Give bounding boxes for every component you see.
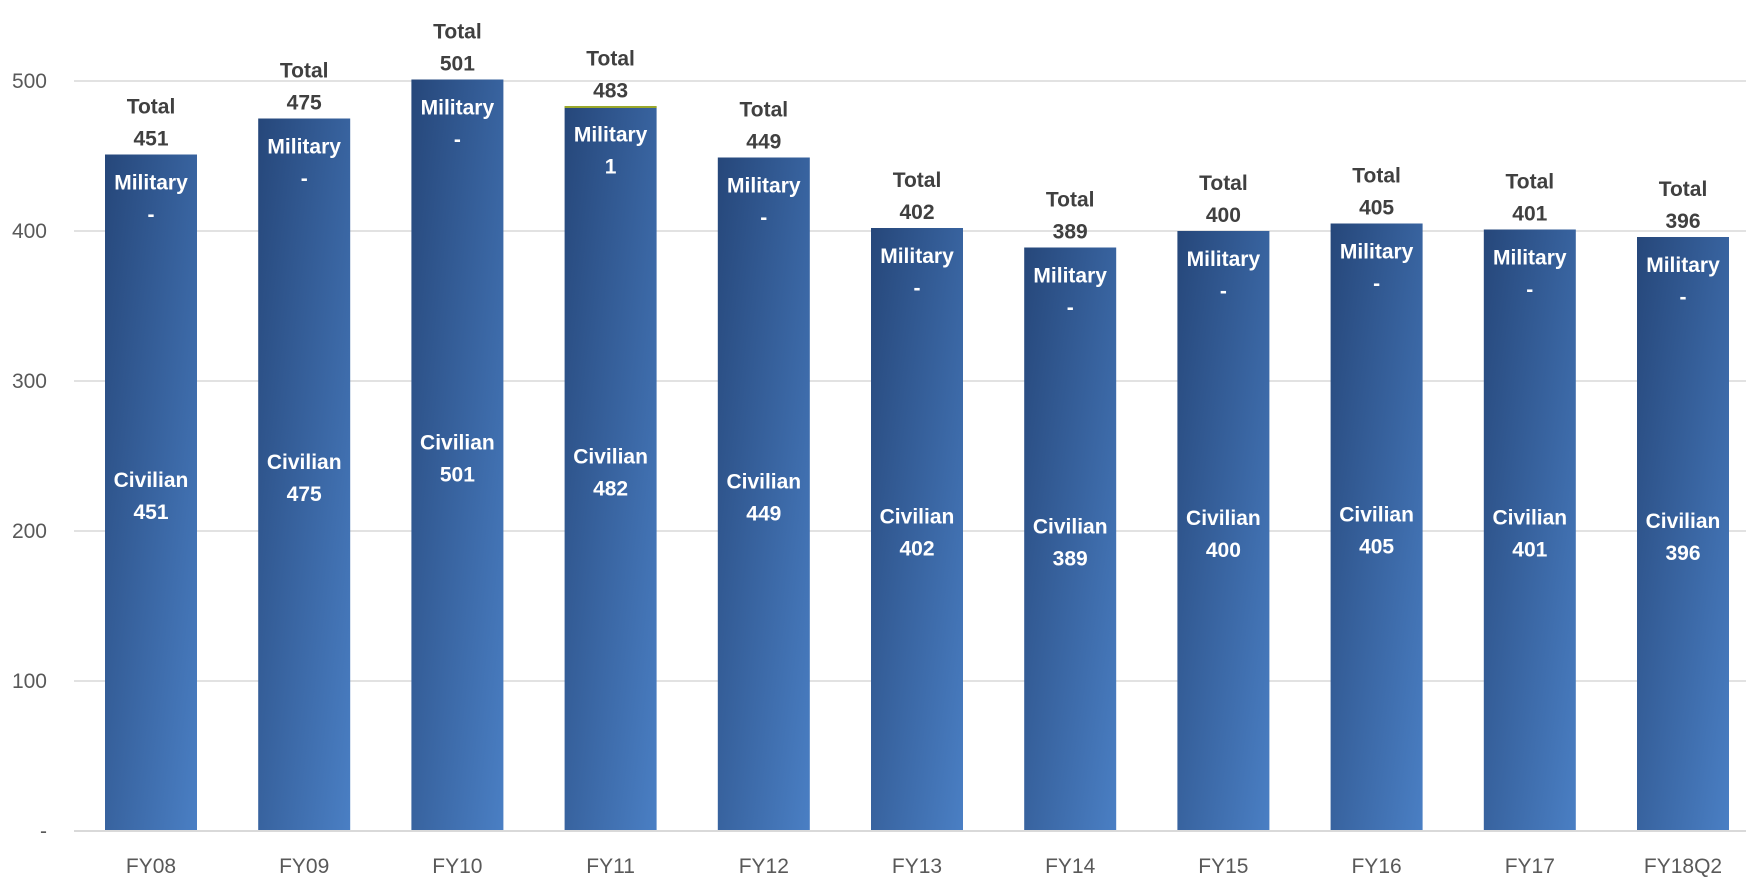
- civilian-label-value: 451: [133, 501, 168, 524]
- total-label-value: 483: [593, 80, 628, 103]
- military-label-name: Military: [1493, 247, 1567, 270]
- bar-civilian: [1177, 231, 1270, 831]
- military-label-name: Military: [1187, 248, 1261, 271]
- bar-civilian: [1330, 223, 1423, 831]
- y-tick-label: 100: [12, 670, 47, 693]
- bar-civilian: [258, 118, 351, 831]
- military-label-value: -: [760, 207, 767, 230]
- bar-civilian: [105, 154, 197, 831]
- civilian-label-value: 389: [1053, 547, 1088, 570]
- y-tick-label: 400: [12, 220, 47, 243]
- military-label-name: Military: [727, 175, 801, 198]
- bars: [105, 79, 1729, 831]
- y-tick-label: -: [40, 820, 47, 843]
- civilian-label-name: Civilian: [420, 431, 495, 454]
- civilian-label-name: Civilian: [880, 506, 955, 529]
- x-category-label: FY17: [1505, 855, 1555, 877]
- x-category-label: FY10: [432, 855, 482, 877]
- military-label-name: Military: [880, 245, 954, 268]
- military-label-name: Military: [114, 172, 188, 195]
- axes: - 100 200 300 400 500 FY08 FY09 FY10 FY11 FY12 FY13…: [12, 70, 1746, 877]
- civilian-label-name: Civilian: [1033, 515, 1108, 538]
- total-label-title: Total: [127, 96, 176, 119]
- military-label-value: -: [1526, 279, 1533, 302]
- military-label-value: -: [1067, 297, 1074, 320]
- total-label-value: 396: [1665, 210, 1700, 233]
- total-label-title: Total: [280, 60, 329, 83]
- civilian-label-value: 449: [746, 502, 781, 525]
- total-label-value: 501: [440, 53, 475, 76]
- total-label-value: 451: [133, 128, 168, 151]
- military-label-value: -: [914, 277, 921, 300]
- total-label-value: 400: [1206, 204, 1241, 227]
- x-category-label: FY14: [1045, 855, 1096, 877]
- total-label-title: Total: [1046, 189, 1095, 212]
- total-label-value: 402: [899, 201, 934, 224]
- bar-civilian: [717, 157, 810, 831]
- military-label-name: Military: [267, 136, 341, 159]
- military-label-name: Military: [1340, 241, 1414, 264]
- military-label-name: Military: [574, 124, 648, 147]
- total-label-title: Total: [433, 21, 482, 44]
- civilian-label-name: Civilian: [1646, 510, 1721, 533]
- y-tick-label: 200: [12, 520, 47, 543]
- civilian-label-value: 501: [440, 463, 475, 486]
- y-tick-label: 500: [12, 70, 47, 93]
- total-label-value: 401: [1512, 203, 1547, 226]
- military-label-value: -: [1680, 286, 1687, 309]
- data-labels: Total 451 Military - Civilian 451 Total 475 Mili…: [114, 21, 1721, 571]
- bar-civilian: [1637, 237, 1729, 831]
- total-label-title: Total: [893, 169, 942, 192]
- x-category-label: FY16: [1351, 855, 1401, 877]
- x-category-label: FY18Q2: [1644, 855, 1722, 877]
- bar-civilian: [871, 228, 963, 831]
- total-label-title: Total: [1505, 171, 1554, 194]
- civilian-label-name: Civilian: [1339, 503, 1414, 526]
- x-category-label: FY08: [126, 855, 176, 877]
- y-tick-label: 300: [12, 370, 47, 393]
- total-label-title: Total: [1199, 172, 1248, 195]
- military-label-value: -: [148, 204, 155, 227]
- total-label-value: 449: [746, 131, 781, 154]
- bar-civilian: [564, 108, 657, 831]
- total-label-title: Total: [1352, 165, 1401, 188]
- x-category-label: FY09: [279, 855, 329, 877]
- x-category-label: FY11: [586, 855, 635, 877]
- civilian-label-name: Civilian: [114, 469, 189, 492]
- civilian-label-value: 475: [287, 483, 322, 506]
- civilian-label-value: 396: [1665, 542, 1700, 565]
- total-label-value: 389: [1053, 221, 1088, 244]
- military-label-value: 1: [605, 156, 617, 179]
- military-label-name: Military: [421, 97, 495, 120]
- military-label-value: -: [301, 168, 308, 191]
- civilian-label-name: Civilian: [1186, 507, 1261, 530]
- military-label-value: -: [1220, 280, 1227, 303]
- military-label-name: Military: [1033, 265, 1107, 288]
- civilian-label-value: 405: [1359, 535, 1394, 558]
- civilian-label-value: 402: [899, 538, 934, 561]
- total-label-value: 405: [1359, 197, 1394, 220]
- total-label-value: 475: [287, 92, 322, 115]
- total-label-title: Total: [1659, 178, 1708, 201]
- x-category-label: FY12: [739, 855, 789, 877]
- bar-civilian: [1483, 229, 1576, 831]
- total-label-title: Total: [739, 99, 788, 122]
- civilian-label-name: Civilian: [726, 470, 801, 493]
- civilian-label-name: Civilian: [1492, 506, 1567, 529]
- civilian-label-value: 482: [593, 478, 628, 501]
- civilian-label-name: Civilian: [267, 451, 342, 474]
- x-category-label: FY15: [1198, 855, 1248, 877]
- civilian-label-name: Civilian: [573, 446, 648, 469]
- x-category-label: FY13: [892, 855, 942, 877]
- bar-civilian: [411, 79, 504, 831]
- bar-civilian: [1024, 247, 1117, 831]
- military-label-value: -: [454, 129, 461, 152]
- military-label-value: -: [1373, 273, 1380, 296]
- military-label-name: Military: [1646, 254, 1720, 277]
- civilian-label-value: 400: [1206, 539, 1241, 562]
- civilian-label-value: 401: [1512, 538, 1547, 561]
- total-label-title: Total: [586, 48, 635, 71]
